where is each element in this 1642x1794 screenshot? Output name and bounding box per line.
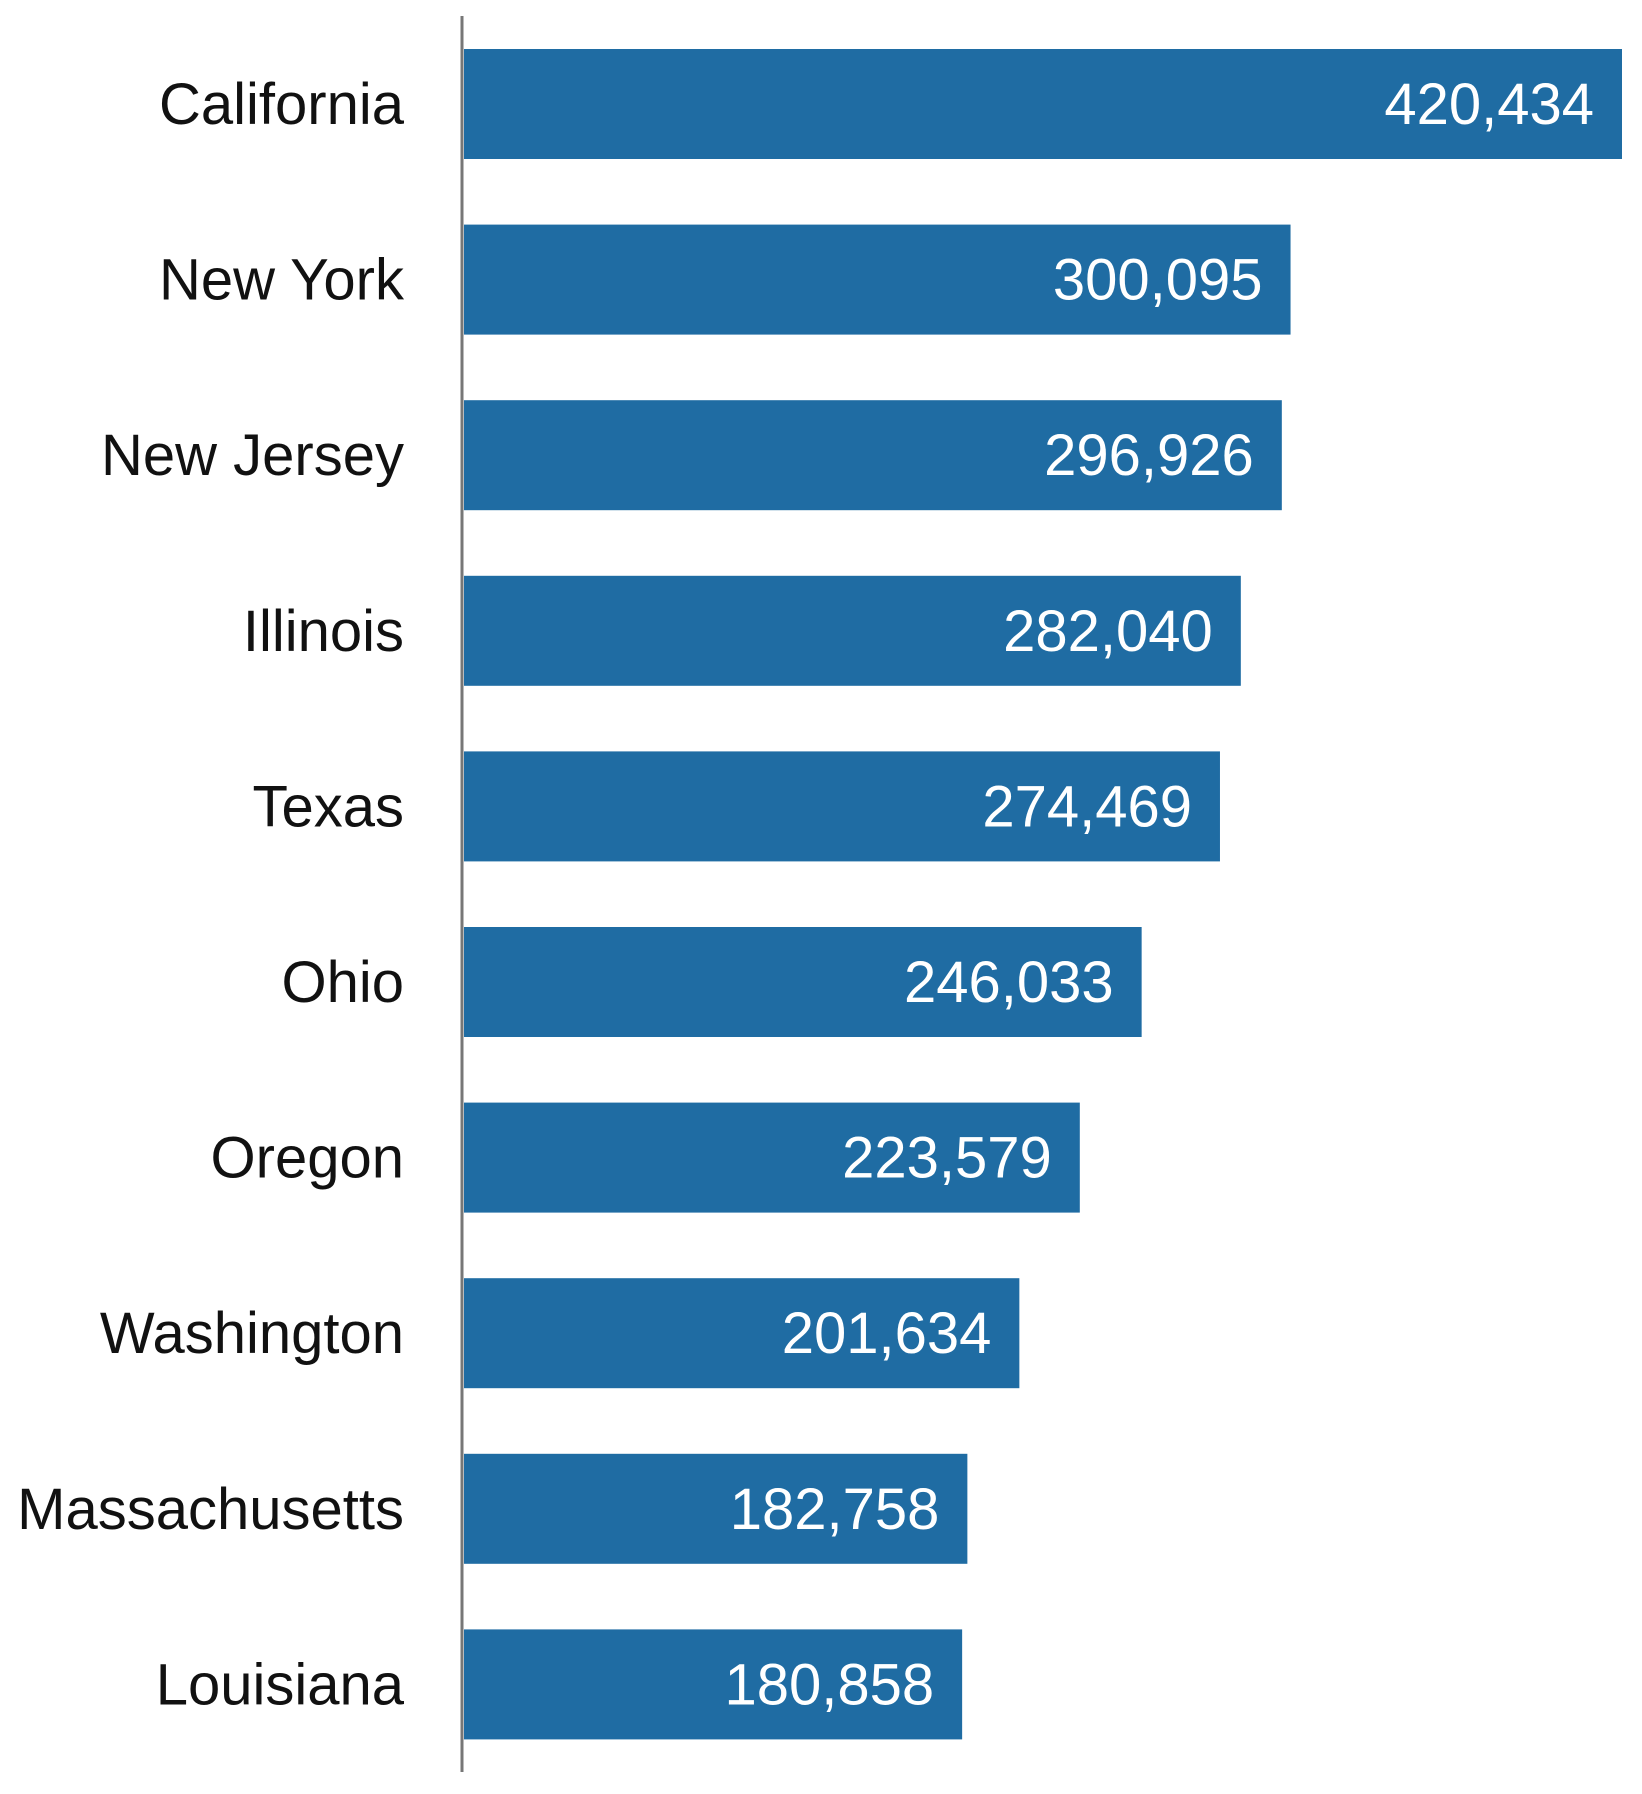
data-label: 180,858 — [724, 1652, 934, 1717]
data-label: 182,758 — [730, 1477, 940, 1542]
category-label: New York — [159, 248, 405, 313]
bar — [464, 1102, 1080, 1213]
bar — [464, 927, 1142, 1037]
category-label: Washington — [100, 1301, 404, 1366]
bar — [464, 575, 1241, 686]
bar — [464, 224, 1291, 335]
bar — [464, 1629, 963, 1740]
data-label: 300,095 — [1053, 248, 1263, 313]
category-label: Illinois — [243, 599, 404, 664]
data-label: 223,579 — [842, 1126, 1052, 1191]
bar — [464, 49, 1622, 159]
category-label: New Jersey — [101, 423, 404, 488]
data-label: 420,434 — [1384, 72, 1594, 137]
category-label: Oregon — [211, 1126, 404, 1191]
data-label: 201,634 — [782, 1301, 992, 1366]
data-label: 296,926 — [1044, 423, 1254, 488]
category-label: California — [159, 72, 405, 137]
category-label: Massachusetts — [17, 1477, 404, 1542]
bar — [464, 1278, 1020, 1389]
category-label: Ohio — [281, 950, 404, 1015]
data-label: 282,040 — [1003, 599, 1213, 664]
bar — [464, 1453, 968, 1564]
category-label: Texas — [252, 774, 404, 839]
data-label: 274,469 — [982, 774, 1192, 839]
category-label: Louisiana — [156, 1652, 405, 1717]
bar — [464, 751, 1220, 862]
bar — [464, 400, 1282, 511]
data-label: 246,033 — [904, 950, 1114, 1015]
